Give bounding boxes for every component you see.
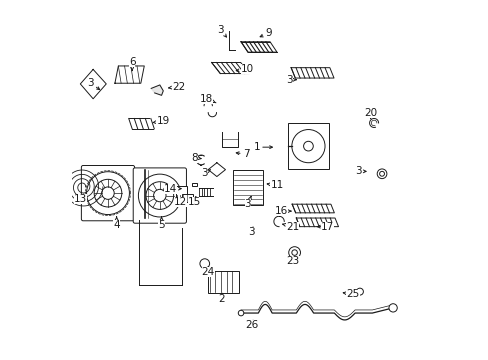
- Text: 14: 14: [163, 184, 181, 194]
- Bar: [182, 194, 192, 202]
- Text: 23: 23: [285, 256, 299, 266]
- Text: 20: 20: [364, 108, 376, 118]
- Circle shape: [291, 130, 325, 163]
- Circle shape: [94, 179, 122, 207]
- Text: 3: 3: [285, 75, 295, 85]
- Circle shape: [291, 250, 297, 255]
- Text: 3: 3: [247, 227, 254, 237]
- Text: 3: 3: [244, 196, 251, 209]
- Text: 8: 8: [191, 153, 201, 162]
- Bar: [207, 271, 238, 293]
- Text: 22: 22: [168, 82, 185, 92]
- Text: 7: 7: [236, 149, 249, 159]
- Text: 2: 2: [218, 293, 225, 304]
- Bar: [233, 170, 262, 205]
- Text: 19: 19: [153, 116, 169, 126]
- Bar: [287, 123, 328, 170]
- Circle shape: [86, 172, 129, 215]
- Circle shape: [200, 259, 209, 269]
- Circle shape: [153, 189, 166, 202]
- Text: 6: 6: [129, 58, 135, 71]
- Text: 26: 26: [244, 320, 258, 330]
- Text: 12: 12: [174, 197, 187, 207]
- Circle shape: [379, 171, 384, 176]
- Circle shape: [138, 174, 181, 217]
- Text: 9: 9: [260, 28, 271, 38]
- Text: 5: 5: [158, 217, 164, 230]
- FancyBboxPatch shape: [81, 166, 134, 221]
- Text: 17: 17: [317, 222, 333, 231]
- Text: 13: 13: [74, 194, 87, 204]
- Text: 3: 3: [217, 25, 226, 37]
- Bar: [176, 185, 186, 197]
- Text: 21: 21: [282, 222, 299, 231]
- Bar: [346, 288, 354, 295]
- Text: 16: 16: [274, 206, 290, 216]
- Circle shape: [238, 310, 244, 316]
- Circle shape: [388, 304, 396, 312]
- Text: 3: 3: [355, 166, 366, 176]
- Text: 25: 25: [343, 289, 359, 299]
- Text: 18: 18: [200, 94, 216, 104]
- Text: 1: 1: [253, 142, 272, 152]
- Circle shape: [146, 182, 173, 210]
- Circle shape: [376, 169, 386, 179]
- Text: 11: 11: [266, 180, 283, 190]
- Circle shape: [303, 141, 313, 151]
- Bar: [192, 183, 197, 186]
- Circle shape: [288, 247, 300, 258]
- Circle shape: [102, 187, 114, 199]
- Text: 3: 3: [87, 78, 100, 90]
- Text: 10: 10: [236, 64, 254, 75]
- FancyBboxPatch shape: [133, 168, 186, 223]
- Polygon shape: [151, 85, 163, 95]
- Circle shape: [356, 288, 363, 295]
- Text: 15: 15: [187, 197, 201, 207]
- Text: 24: 24: [201, 266, 214, 276]
- Text: 3: 3: [201, 168, 210, 178]
- Text: 4: 4: [113, 217, 120, 230]
